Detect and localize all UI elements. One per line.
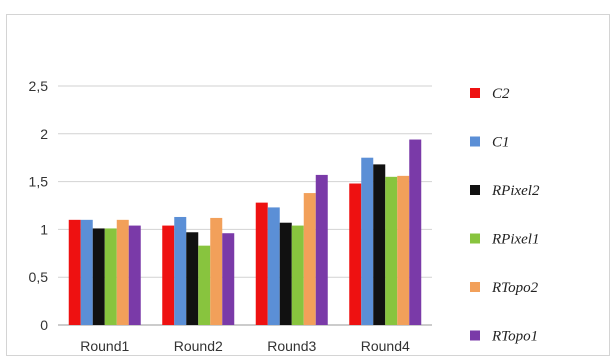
legend-label: RPixel1 [491, 232, 539, 248]
bar-rtopo1-round4 [409, 139, 422, 325]
bar-rtopo1-round1 [128, 225, 141, 325]
x-axis-ticks: Round1 Round2 Round3 Round4 [80, 338, 410, 354]
bar-c1-round2 [174, 216, 187, 325]
bar-rpixel1-round3 [291, 225, 304, 325]
bar-rpixel2-round1 [92, 228, 105, 325]
bar-rpixel2-round4 [373, 164, 386, 325]
bar-c1-round3 [267, 207, 280, 325]
bar-rpixel2-round3 [279, 222, 292, 325]
y-tick-label: 1 [40, 221, 48, 237]
bar-rtopo1-round3 [315, 174, 328, 325]
bar-c2-round3 [255, 202, 268, 325]
legend-swatch [470, 136, 480, 147]
bar-c1-round4 [361, 157, 374, 325]
bar-rtopo2-round2 [210, 217, 223, 325]
bar-rtopo1-round2 [222, 233, 235, 325]
y-tick-label: 2,5 [29, 78, 49, 94]
bar-c2-round4 [349, 183, 362, 325]
x-tick-label: Round1 [80, 338, 129, 354]
legend-label: C1 [492, 135, 510, 151]
bar-rtopo2-round3 [303, 193, 316, 325]
x-tick-label: Round2 [174, 338, 223, 354]
legend-label: RPixel2 [491, 183, 540, 199]
legend-swatch [470, 282, 480, 292]
y-tick-label: 2 [40, 126, 48, 142]
x-tick-label: Round3 [267, 338, 316, 354]
legend-swatch [470, 233, 480, 244]
bar-rpixel1-round1 [104, 228, 117, 325]
legend-swatch [470, 330, 480, 341]
bar-c2-round1 [68, 219, 81, 325]
legend-label: RTopo2 [491, 280, 539, 296]
bar-rpixel1-round2 [198, 245, 211, 325]
y-tick-label: 0,5 [29, 269, 49, 285]
legend-label: C2 [492, 86, 510, 102]
legend-swatch [470, 88, 480, 98]
y-tick-label: 0 [40, 317, 48, 333]
legend-label: RTopo1 [491, 329, 538, 345]
bars [68, 139, 422, 325]
bar-rtopo2-round1 [116, 219, 129, 325]
y-tick-label: 1,5 [29, 174, 49, 190]
bar-rpixel1-round4 [385, 176, 398, 325]
x-tick-label: Round4 [361, 338, 410, 354]
bar-rpixel2-round2 [186, 232, 199, 325]
legend-swatch [470, 185, 480, 195]
legend: C2 C1 RPixel2 RPixel1 RTopo2 RTopo1 [470, 86, 540, 345]
bar-c1-round1 [80, 219, 93, 325]
y-axis-ticks: 0 0,5 1 1,5 2 2,5 [29, 78, 49, 333]
bar-c2-round2 [162, 225, 175, 325]
bar-rtopo2-round4 [397, 175, 410, 325]
